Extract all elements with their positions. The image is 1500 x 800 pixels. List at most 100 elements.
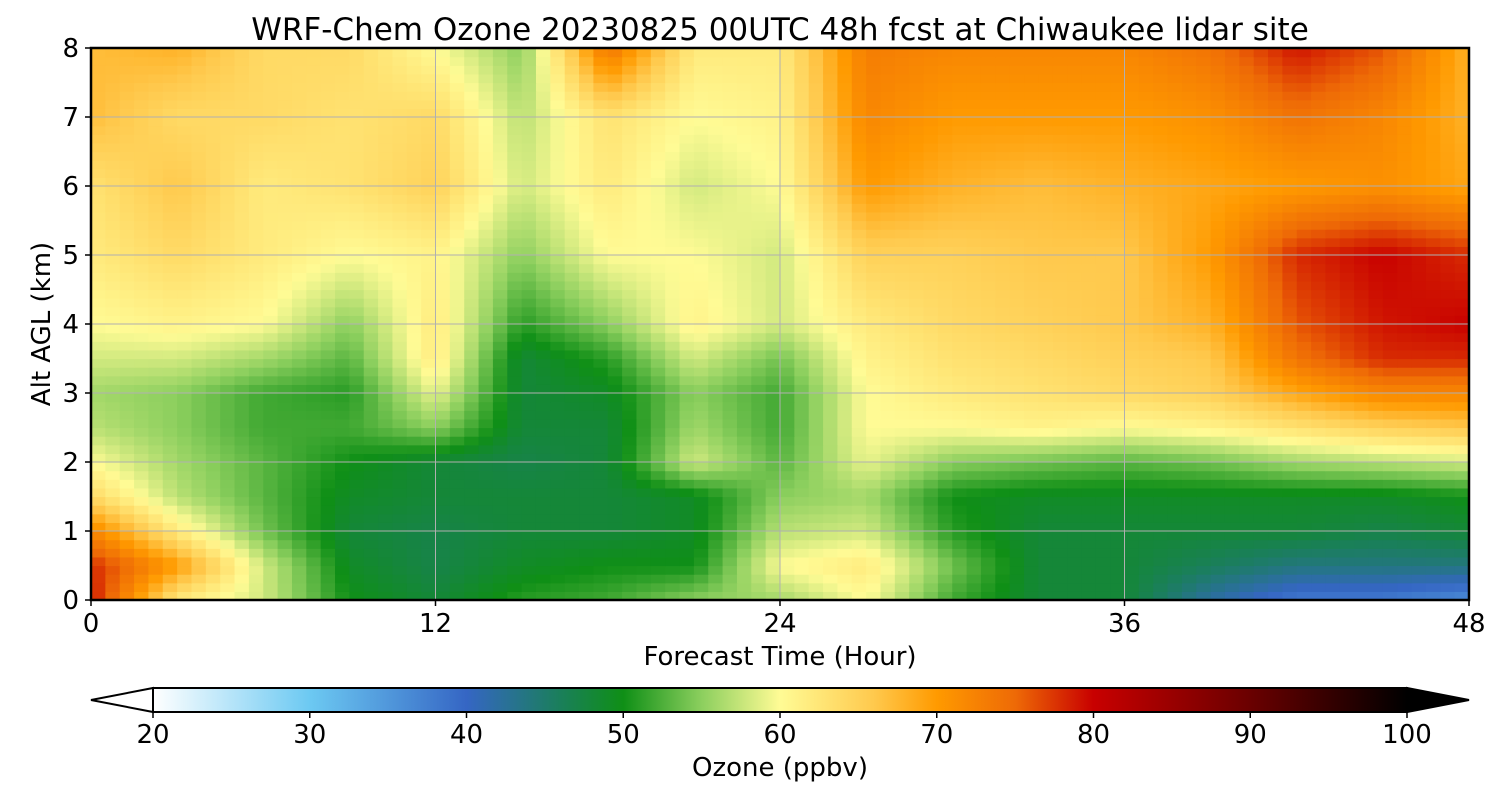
heat-cell [421, 384, 437, 394]
heat-cell [1368, 375, 1384, 385]
heat-cell [478, 591, 494, 600]
heat-cell [1009, 341, 1025, 351]
heat-cell [1024, 393, 1039, 403]
heat-cell [464, 367, 480, 377]
heat-cell [550, 418, 566, 429]
heat-cell [248, 565, 264, 575]
heat-cell [1296, 211, 1312, 222]
heat-cell [1239, 427, 1255, 437]
heat-cell [320, 393, 336, 403]
heat-cell [507, 160, 523, 170]
heat-cell [91, 289, 106, 299]
heat-cell [665, 263, 681, 273]
heat-cell [794, 349, 810, 360]
heat-cell [1397, 177, 1413, 187]
heat-cell [1425, 306, 1441, 316]
heat-cell [191, 574, 207, 584]
heat-cell [1311, 401, 1327, 411]
heat-cell [579, 539, 594, 549]
heat-cell [378, 220, 394, 230]
heat-cell [492, 505, 508, 515]
heat-cell [435, 505, 451, 515]
heat-cell [521, 358, 537, 368]
heat-cell [1124, 280, 1140, 291]
heat-cell [1296, 453, 1312, 463]
heat-cell [665, 462, 681, 472]
heat-cell [1210, 237, 1226, 247]
heat-cell [205, 246, 221, 256]
heat-cell [119, 453, 135, 463]
heat-cell [1210, 255, 1226, 265]
heat-cell [995, 479, 1011, 489]
heat-cell [1239, 237, 1255, 247]
heat-cell [134, 237, 150, 247]
heat-cell [607, 418, 623, 429]
heat-cell [1196, 194, 1212, 204]
heat-cell [736, 384, 752, 394]
heat-cell [708, 418, 724, 429]
heat-cell [1239, 582, 1255, 592]
heat-cell [205, 341, 221, 351]
heat-cell [1110, 272, 1126, 282]
heat-cell [535, 444, 551, 454]
heat-cell [995, 298, 1011, 308]
heat-cell [1354, 462, 1370, 472]
heat-cell [995, 315, 1011, 325]
heat-cell [1282, 229, 1298, 239]
heat-cell [1282, 211, 1298, 222]
heat-cell [248, 315, 264, 325]
heat-cell [119, 298, 135, 308]
heat-cell [392, 263, 408, 273]
heat-cell [1440, 444, 1456, 454]
heat-cell [191, 341, 207, 351]
heat-cell [1081, 565, 1097, 575]
heat-cell [378, 203, 394, 213]
heat-cell [1181, 462, 1197, 472]
heat-cell [1282, 556, 1298, 567]
heat-cell [1425, 220, 1441, 230]
heat-cell [335, 194, 350, 204]
heat-cell [736, 453, 752, 463]
heat-cell [679, 393, 695, 403]
heat-cell [162, 436, 178, 446]
heat-cell [335, 160, 350, 170]
heat-cell [1081, 505, 1097, 515]
heat-cell [378, 255, 394, 265]
heat-cell [909, 220, 925, 230]
heat-cell [1354, 591, 1370, 600]
heat-cell [1224, 556, 1240, 567]
heat-cell [1138, 591, 1154, 600]
heat-cell [1282, 496, 1298, 506]
heat-cell [607, 263, 623, 273]
heat-cell [579, 186, 594, 196]
heat-cell [1110, 211, 1126, 222]
heat-cell [105, 479, 121, 489]
heat-cell [291, 444, 307, 454]
heat-cell [808, 393, 824, 403]
heat-cell [1253, 315, 1269, 325]
heat-cell [866, 194, 882, 204]
heat-cell [693, 349, 709, 360]
heat-cell [349, 237, 365, 247]
heat-cell [1052, 479, 1068, 489]
heat-cell [851, 444, 867, 454]
heat-cell [1009, 332, 1025, 342]
heat-cell [177, 237, 193, 247]
heat-cell [1368, 582, 1384, 592]
heat-cell [134, 401, 150, 411]
heat-cell [1167, 272, 1183, 282]
heat-cell [593, 531, 609, 541]
heat-cell [1153, 263, 1169, 273]
heat-cell [521, 548, 537, 558]
heat-cell [1224, 315, 1240, 325]
heat-cell [306, 453, 322, 463]
heat-cell [535, 479, 551, 489]
heat-cell [593, 324, 609, 334]
heat-cell [851, 531, 867, 541]
heat-cell [234, 582, 250, 592]
heat-cell [435, 280, 451, 291]
heat-cell [349, 427, 365, 437]
heat-cell [794, 582, 810, 592]
heat-cell [693, 522, 709, 532]
heat-cell [1167, 427, 1183, 437]
